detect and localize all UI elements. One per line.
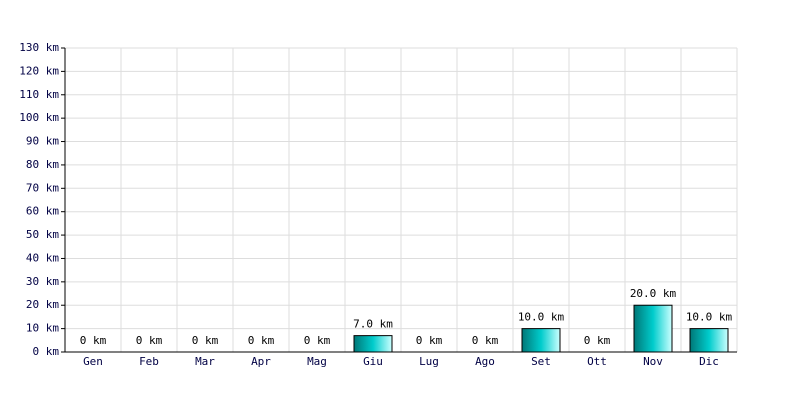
y-tick-label: 80 km bbox=[26, 158, 59, 171]
y-tick-label: 130 km bbox=[19, 41, 59, 54]
bar bbox=[633, 304, 673, 353]
y-tick-label: 50 km bbox=[26, 228, 59, 241]
y-tick-label: 30 km bbox=[26, 275, 59, 288]
value-label: 0 km bbox=[192, 334, 219, 347]
y-tick-label: 90 km bbox=[26, 135, 59, 148]
x-tick-label: Feb bbox=[139, 355, 159, 368]
y-tick-label: 110 km bbox=[19, 88, 59, 101]
x-tick-label: Nov bbox=[643, 355, 663, 368]
y-tick-label: 20 km bbox=[26, 298, 59, 311]
x-tick-label: Mag bbox=[307, 355, 327, 368]
value-label: 0 km bbox=[136, 334, 163, 347]
y-tick-label: 60 km bbox=[26, 205, 59, 218]
value-label: 0 km bbox=[584, 334, 611, 347]
value-label: 10.0 km bbox=[518, 311, 565, 324]
x-tick-label: Set bbox=[531, 355, 551, 368]
value-label: 0 km bbox=[416, 334, 443, 347]
x-tick-label: Giu bbox=[363, 355, 383, 368]
value-label: 0 km bbox=[80, 334, 107, 347]
bar bbox=[353, 335, 393, 353]
x-tick-label: Mar bbox=[195, 355, 215, 368]
y-tick-label: 0 km bbox=[33, 345, 60, 358]
x-tick-label: Dic bbox=[699, 355, 719, 368]
y-tick-label: 70 km bbox=[26, 181, 59, 194]
value-label: 0 km bbox=[472, 334, 499, 347]
bar bbox=[689, 328, 729, 353]
y-tick-label: 10 km bbox=[26, 322, 59, 335]
value-label: 0 km bbox=[304, 334, 331, 347]
y-tick-label: 100 km bbox=[19, 111, 59, 124]
y-tick-label: 40 km bbox=[26, 251, 59, 264]
value-label: 0 km bbox=[248, 334, 275, 347]
value-label: 10.0 km bbox=[686, 311, 733, 324]
value-label: 7.0 km bbox=[353, 318, 393, 331]
x-tick-label: Gen bbox=[83, 355, 103, 368]
x-tick-label: Lug bbox=[419, 355, 439, 368]
x-tick-label: Ott bbox=[587, 355, 607, 368]
y-tick-label: 120 km bbox=[19, 64, 59, 77]
value-label: 20.0 km bbox=[630, 287, 677, 300]
x-tick-label: Ago bbox=[475, 355, 495, 368]
x-tick-label: Apr bbox=[251, 355, 271, 368]
bar bbox=[521, 328, 561, 353]
